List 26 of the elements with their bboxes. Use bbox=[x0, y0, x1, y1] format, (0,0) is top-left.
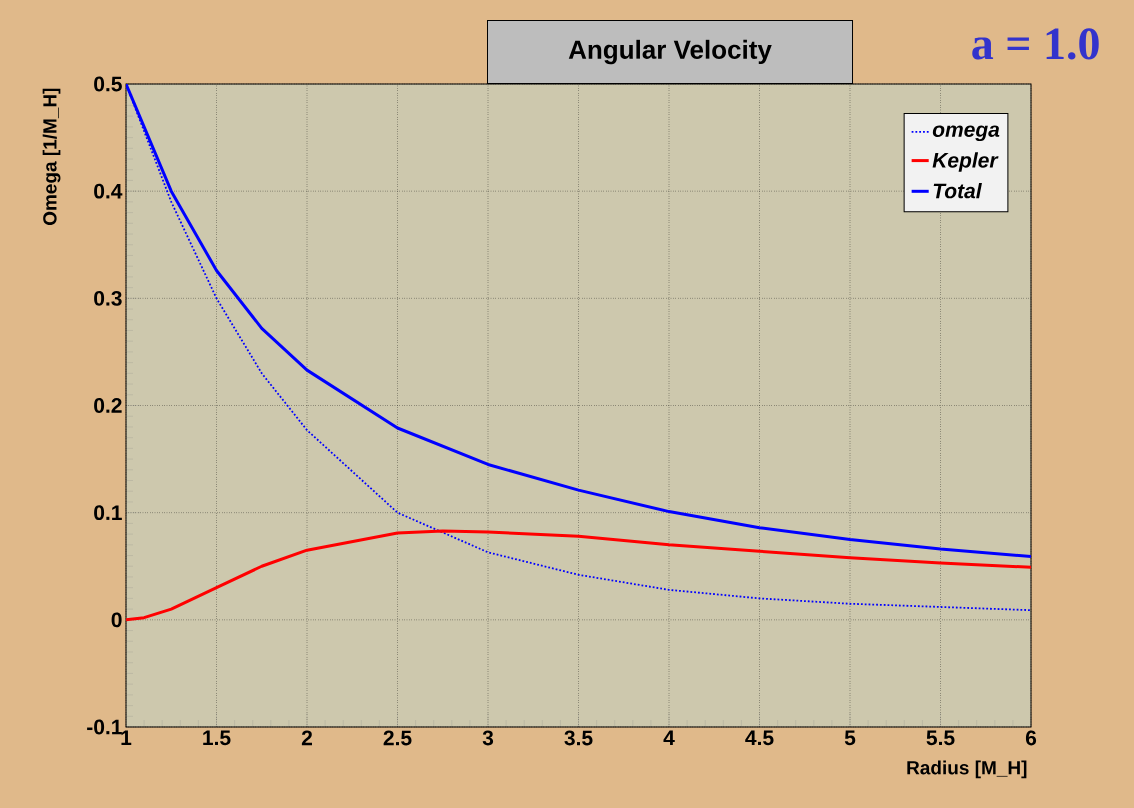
y-tick-label: 0.1 bbox=[94, 505, 122, 521]
legend-label: Kepler bbox=[932, 152, 999, 172]
x-tick-label: 5 bbox=[844, 730, 856, 746]
y-tick-label: 0.2 bbox=[94, 398, 122, 413]
legend-label: omega bbox=[932, 125, 1000, 142]
legend-label: Total bbox=[933, 182, 982, 199]
x-tick-label: 3.5 bbox=[564, 730, 593, 746]
x-tick-label: 4.5 bbox=[745, 730, 774, 746]
x-axis-title: Radius [M_H] bbox=[907, 760, 1027, 779]
y-tick-label: 0.5 bbox=[94, 76, 122, 92]
x-tick-label: 3 bbox=[482, 730, 494, 746]
y-tick-label: 0 bbox=[111, 612, 122, 628]
y-tick-label: -0.1 bbox=[87, 719, 122, 735]
x-tick-label: 1.5 bbox=[203, 730, 231, 746]
y-tick-label: 0.3 bbox=[94, 290, 122, 306]
y-tick-label: 0.4 bbox=[94, 183, 123, 199]
x-tick-label: 2.5 bbox=[383, 730, 412, 746]
x-tick-label: 2 bbox=[301, 730, 312, 746]
x-tick-label: 1 bbox=[121, 730, 132, 745]
line-series bbox=[126, 529, 1032, 622]
y-axis-title: Omega [1/M_H] bbox=[42, 88, 61, 226]
chart-title: Angular Velocity bbox=[568, 39, 772, 65]
x-tick-label: 5.5 bbox=[926, 730, 955, 746]
x-tick-label: 6 bbox=[1025, 730, 1037, 746]
x-tick-label: 4 bbox=[663, 730, 675, 745]
text: a = 1.0 bbox=[972, 28, 1099, 60]
